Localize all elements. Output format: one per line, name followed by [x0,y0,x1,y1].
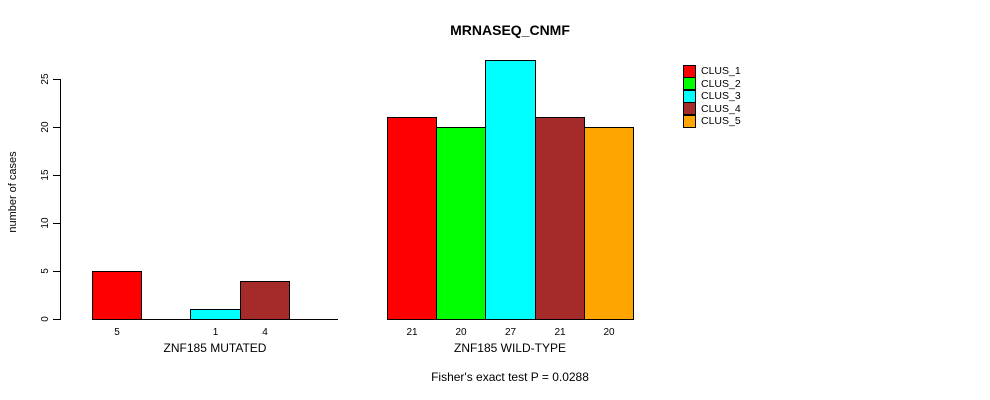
legend-swatch-clus_3 [683,89,696,103]
bar-clus_1-panel-1 [387,117,437,320]
bar-value-label: 20 [603,327,615,338]
legend-swatch-clus_2 [683,77,696,90]
bar-value-label: 20 [455,327,467,338]
y-axis-tick-label: 25 [40,73,51,85]
y-axis-tick-label: 10 [40,217,51,229]
legend: CLUS_1 CLUS_2 CLUS_3 CLUS_4 CLUS_5 [683,64,741,128]
bar-clus_5-panel-1 [584,127,634,320]
legend-swatch-clus_4 [683,102,696,115]
legend-label: CLUS_5 [701,115,741,127]
legend-item-clus_3: CLUS_3 [683,89,741,103]
y-axis-tick [53,319,60,320]
y-axis-tick [53,223,60,224]
legend-item-clus_4: CLUS_4 [683,102,741,115]
y-axis-tick [53,175,60,176]
y-axis-label: number of cases [7,151,19,233]
bar-clus_3-panel-0 [190,309,241,320]
legend-swatch-clus_1 [683,64,696,78]
y-axis-tick-label: 0 [40,316,51,322]
y-axis-tick [53,271,60,272]
y-axis-tick-label: 20 [40,121,51,133]
y-axis-tick [53,79,60,80]
bar-value-label: 27 [504,327,517,338]
bar-value-label: 21 [554,327,566,338]
chart-title: MRNASEQ_CNMF [450,22,570,38]
bar-value-label: 21 [406,327,418,338]
bar-clus_2-panel-1 [436,127,486,320]
bar-clus_3-panel-1 [485,60,536,320]
legend-item-clus_5: CLUS_5 [683,114,741,128]
y-axis-tick-label: 15 [40,169,51,181]
fisher-test-caption: Fisher's exact test P = 0.0288 [431,370,589,384]
y-axis-line [60,79,61,320]
legend-swatch-clus_5 [683,114,696,128]
legend-label: CLUS_4 [701,102,741,115]
legend-label: CLUS_3 [701,90,741,102]
legend-item-clus_1: CLUS_1 [683,64,741,78]
bar-value-label: 4 [262,327,268,338]
legend-label: CLUS_2 [701,77,741,90]
bar-clus_4-panel-0 [240,281,290,320]
y-axis-tick-label: 5 [40,268,51,274]
y-axis-tick [53,127,60,128]
bar-clus_4-panel-1 [535,117,585,320]
bar-clus_1-panel-0 [92,271,142,320]
x-axis-label-wild-type: ZNF185 WILD-TYPE [453,341,567,355]
legend-item-clus_2: CLUS_2 [683,77,741,90]
bar-value-label: 5 [114,327,120,338]
bar-value-label: 1 [212,327,219,338]
x-axis-label-mutated: ZNF185 MUTATED [163,341,267,355]
legend-label: CLUS_1 [701,65,741,77]
